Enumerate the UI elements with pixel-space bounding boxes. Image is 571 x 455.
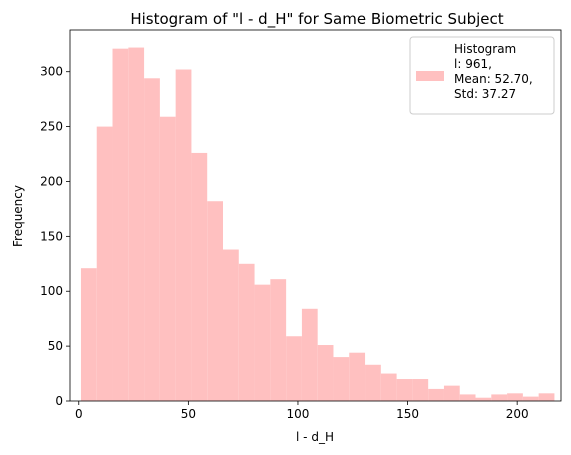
histogram-bar (96, 126, 113, 402)
histogram-bar (80, 268, 97, 401)
legend-box (409, 36, 555, 115)
x-axis-label: l - d_H (296, 430, 334, 444)
histogram-bar (333, 357, 350, 401)
legend-label-line-2: l: 961, (454, 57, 492, 71)
histogram-bar (238, 263, 255, 401)
histogram-bar (301, 308, 318, 401)
x-axis-ticks: 0 50 100 150 200 (75, 401, 529, 421)
histogram-bar (538, 393, 555, 401)
histogram-bar (475, 397, 492, 401)
histogram-bar (396, 379, 413, 401)
legend-swatch (416, 71, 444, 81)
histogram-bar (159, 116, 176, 402)
histogram-bar (491, 394, 508, 401)
x-tick-label: 150 (396, 407, 419, 421)
y-tick-label: 50 (48, 339, 63, 353)
histogram-bar (144, 78, 160, 401)
legend-label-line-3: Mean: 52.70, (454, 72, 533, 86)
histogram-bar (443, 385, 460, 401)
y-tick-label: 300 (40, 65, 63, 79)
histogram-bar (128, 47, 145, 401)
histogram-bar (412, 379, 429, 401)
y-tick-label: 150 (40, 229, 63, 243)
histogram-bar (522, 396, 539, 401)
legend-label-line-1: Histogram (454, 42, 516, 56)
x-tick-label: 100 (287, 407, 310, 421)
histogram-bar (175, 69, 192, 401)
y-tick-label: 250 (40, 120, 63, 134)
histogram-bar (254, 284, 271, 401)
y-axis-label: Frequency (11, 185, 25, 247)
histogram-bars (80, 47, 555, 402)
histogram-bar (317, 345, 334, 401)
histogram-bar (222, 249, 239, 401)
y-tick-label: 0 (55, 394, 63, 408)
histogram-bar (459, 394, 476, 401)
histogram-bar (207, 201, 223, 401)
chart-title: Histogram of "l - d_H" for Same Biometri… (130, 10, 503, 29)
histogram-bar (365, 364, 381, 401)
histogram-bar (349, 352, 366, 401)
x-tick-label: 0 (75, 407, 83, 421)
plot-frame (69, 29, 562, 402)
y-tick-label: 100 (40, 284, 63, 298)
y-tick-label: 200 (40, 174, 63, 188)
x-tick-label: 200 (506, 407, 529, 421)
histogram-bar (191, 152, 208, 401)
histogram-bar (270, 279, 287, 401)
legend-label-line-4: Std: 37.27 (454, 87, 516, 101)
histogram-bar (428, 388, 444, 401)
histogram-bar (507, 393, 523, 401)
histogram-bar (286, 336, 302, 401)
x-tick-label: 50 (181, 407, 196, 421)
legend: Histogram l: 961, Mean: 52.70, Std: 37.2… (409, 36, 555, 115)
y-axis-ticks: 0 50 100 150 200 250 300 (40, 65, 70, 408)
histogram-bar (112, 48, 129, 402)
histogram-bar (380, 373, 397, 401)
